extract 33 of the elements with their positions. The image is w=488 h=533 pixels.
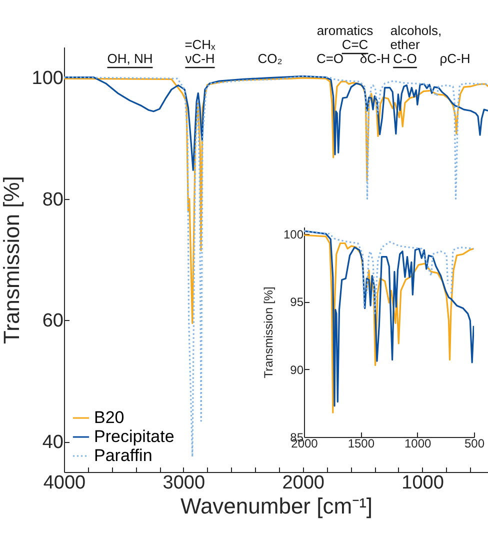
legend-label: Precipitate <box>94 427 174 446</box>
y-tick-label: 40 <box>42 432 64 454</box>
y-tick-label: 80 <box>42 189 64 210</box>
annotation: OH, NH <box>107 51 153 66</box>
annotation: ρC-H <box>440 51 470 66</box>
x-tick-label: 2000 <box>282 472 325 494</box>
y-axis-title: Transmission [%] <box>261 286 276 378</box>
x-tick-label: 1000 <box>404 436 432 450</box>
y-tick-label: 60 <box>42 310 64 332</box>
y-tick-label: 95 <box>290 295 304 310</box>
annotation: C-O <box>393 51 417 66</box>
text: aromatics <box>316 23 374 38</box>
annotation: CO₂ <box>258 51 282 66</box>
annotation: δC-H <box>360 51 390 66</box>
y-tick-label: 100 <box>32 68 64 89</box>
annotation: =CHₓ <box>184 37 216 52</box>
x-tick-label: 4000 <box>43 472 86 494</box>
annotation: νC-H <box>185 51 215 66</box>
legend-label: Paraffin <box>94 446 152 465</box>
x-tick-label: 3000 <box>162 472 206 494</box>
text: alcohols, <box>390 23 442 38</box>
y-tick-label: 90 <box>290 362 304 377</box>
legend-label: B20 <box>94 408 124 427</box>
annotation: C=C <box>342 37 368 52</box>
line-series <box>64 75 488 172</box>
annotation: ether <box>390 37 420 52</box>
x-tick-label: 500 <box>464 436 485 450</box>
annotation: C=O <box>316 51 344 66</box>
x-tick-label: 1500 <box>348 436 375 450</box>
y-axis-title: Transmission [%] <box>0 176 24 344</box>
x-tick-label: 1000 <box>402 472 444 494</box>
y-tick-label: 100 <box>283 227 304 242</box>
x-axis-title: Wavenumber [cm⁻¹] <box>180 494 373 518</box>
